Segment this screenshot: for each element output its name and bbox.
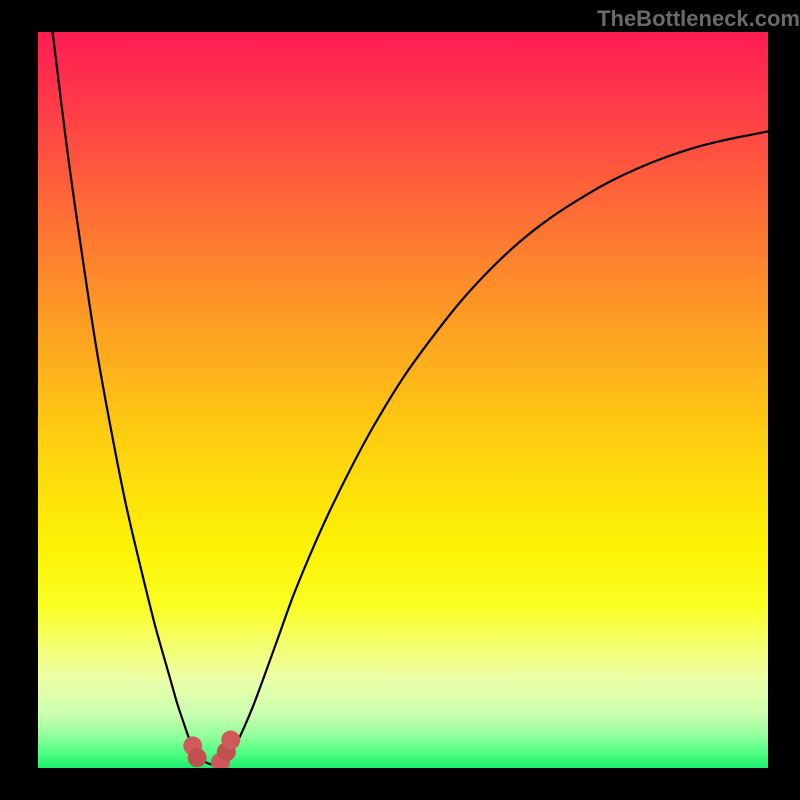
bottleneck-curve bbox=[53, 32, 768, 764]
watermark-text: TheBottleneck.com bbox=[597, 6, 800, 32]
curve-layer bbox=[38, 32, 768, 768]
valley-marker bbox=[221, 731, 240, 750]
plot-area bbox=[38, 32, 768, 768]
chart-container: TheBottleneck.com bbox=[0, 0, 800, 800]
valley-marker bbox=[188, 748, 207, 767]
